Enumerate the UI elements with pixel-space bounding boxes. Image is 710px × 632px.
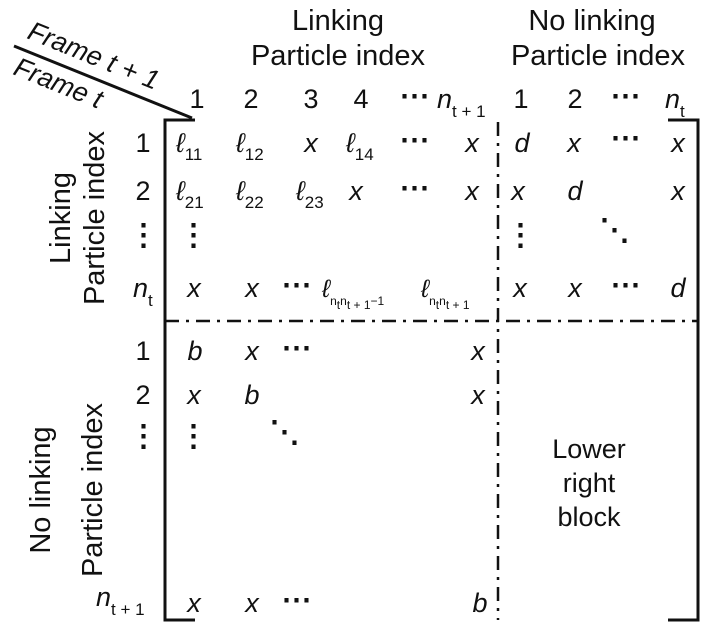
horizontal-ellipsis: ⋯ xyxy=(282,332,311,365)
row-index-vertical-ellipsis: ⋮ xyxy=(129,219,158,252)
matrix-entry-x: x xyxy=(185,273,202,303)
matrix-brackets xyxy=(163,118,700,622)
col-index: 2 xyxy=(567,84,582,114)
horizontal-ellipsis: ⋯ xyxy=(400,172,429,205)
matrix-entry-x: x xyxy=(469,380,486,410)
col-index-ellipsis: ⋯ xyxy=(611,80,640,113)
matrix-entry-x: x xyxy=(302,128,319,158)
cost-entry-l22: ℓ22 xyxy=(235,176,264,212)
cost-entry-l14: ℓ14 xyxy=(345,128,374,164)
col-index: 1 xyxy=(189,84,204,114)
linking-rows-title: Linking xyxy=(45,172,77,264)
cost-entry-l12: ℓ12 xyxy=(235,128,264,164)
col-index-n-t: nt xyxy=(665,84,685,121)
matrix-entry-x: x xyxy=(565,128,582,158)
birth-entry-b: b xyxy=(187,336,202,366)
row-group-labels: Linking Particle index No linking Partic… xyxy=(25,130,111,577)
right-bracket xyxy=(668,118,700,622)
lower-right-block-label-line3: block xyxy=(557,502,621,532)
birth-entry-b: b xyxy=(244,380,259,410)
col-index-ellipsis: ⋯ xyxy=(400,80,429,113)
matrix-entry-x: x xyxy=(185,380,202,410)
death-entry-d: d xyxy=(670,273,686,303)
linking-columns-subtitle: Particle index xyxy=(251,40,426,72)
matrix-entry-x: x xyxy=(243,273,260,303)
row-index-n-t-plus-1: nt + 1 xyxy=(96,582,145,619)
row-indices: 1 2 ⋮ nt 1 2 ⋮ nt + 1 xyxy=(96,128,159,619)
col-index-n-t-plus-1: nt + 1 xyxy=(437,84,486,121)
no-linking-columns-subtitle: Particle index xyxy=(511,40,686,72)
col-index: 3 xyxy=(303,84,318,114)
row-index: 1 xyxy=(135,336,150,366)
horizontal-ellipsis: ⋯ xyxy=(400,124,429,157)
left-bracket xyxy=(163,118,195,622)
cost-entry-l23: ℓ23 xyxy=(295,176,324,212)
matrix-entry-x: x xyxy=(469,336,486,366)
block-dividers xyxy=(165,122,698,620)
row-index: 2 xyxy=(135,176,150,206)
upper-left-block: ℓ11 ℓ12 x ℓ14 ⋯ x ℓ21 ℓ22 ℓ23 x ⋯ x ⋮ x … xyxy=(175,124,480,312)
lower-right-block: Lower right block xyxy=(552,434,626,532)
vertical-ellipsis: ⋮ xyxy=(506,219,535,252)
no-linking-columns-title: No linking xyxy=(528,5,655,37)
cost-entry-l-nt-nt1-minus-1: ℓntnt + 1−1 xyxy=(321,275,385,312)
upper-right-block: d x ⋯ x x d x ⋮ ⋱ x x ⋯ d xyxy=(506,122,687,303)
lower-left-block: b x ⋯ x x b x ⋮ ⋱ x x ⋯ b xyxy=(179,332,488,618)
horizontal-ellipsis: ⋯ xyxy=(611,269,640,302)
row-index: 1 xyxy=(135,128,150,158)
vertical-ellipsis: ⋮ xyxy=(179,420,208,453)
corner-diagonal-line xyxy=(13,44,193,120)
death-entry-d: d xyxy=(514,128,530,158)
matrix-entry-x: x xyxy=(185,588,202,618)
matrix-entry-x: x xyxy=(669,176,686,206)
matrix-entry-x: x xyxy=(669,128,686,158)
col-index: 2 xyxy=(243,84,258,114)
horizontal-ellipsis: ⋯ xyxy=(282,584,311,617)
matrix-entry-x: x xyxy=(243,336,260,366)
row-index-vertical-ellipsis: ⋮ xyxy=(129,420,158,453)
matrix-entry-x: x xyxy=(243,588,260,618)
cost-entry-l11: ℓ11 xyxy=(175,128,202,164)
linking-columns-title: Linking xyxy=(292,5,384,37)
no-linking-rows-title: No linking xyxy=(25,426,57,553)
row-index-n-t: nt xyxy=(133,273,153,310)
col-index: 4 xyxy=(353,84,368,114)
no-linking-rows-subtitle: Particle index xyxy=(77,402,109,577)
col-index: 1 xyxy=(513,84,528,114)
linking-rows-subtitle: Particle index xyxy=(79,130,111,305)
diagonal-ellipsis: ⋱ xyxy=(270,416,299,449)
matrix-entry-x: x xyxy=(463,176,480,206)
cost-entry-l-nt-nt1: ℓntnt + 1 xyxy=(420,275,470,312)
matrix-entry-x: x xyxy=(511,273,528,303)
matrix-entry-x: x xyxy=(566,273,583,303)
column-indices: 1 2 3 4 ⋯ nt + 1 1 2 ⋯ nt xyxy=(189,80,685,121)
horizontal-ellipsis: ⋯ xyxy=(282,269,311,302)
lower-right-block-label-line1: Lower xyxy=(552,434,626,464)
matrix-entry-x: x xyxy=(347,176,364,206)
horizontal-ellipsis: ⋯ xyxy=(611,122,640,155)
diagonal-ellipsis: ⋱ xyxy=(600,214,629,247)
death-entry-d: d xyxy=(567,176,583,206)
cost-entry-l21: ℓ21 xyxy=(175,176,204,212)
lower-right-block-label-line2: right xyxy=(563,468,616,498)
column-group-headers: Linking Particle index No linking Partic… xyxy=(251,5,686,72)
matrix-entry-x: x xyxy=(509,176,526,206)
matrix-entry-x: x xyxy=(463,128,480,158)
birth-entry-b: b xyxy=(472,588,487,618)
frame-corner: Frame t + 1 Frame t xyxy=(10,16,193,120)
vertical-ellipsis: ⋮ xyxy=(179,219,208,252)
row-index: 2 xyxy=(135,380,150,410)
